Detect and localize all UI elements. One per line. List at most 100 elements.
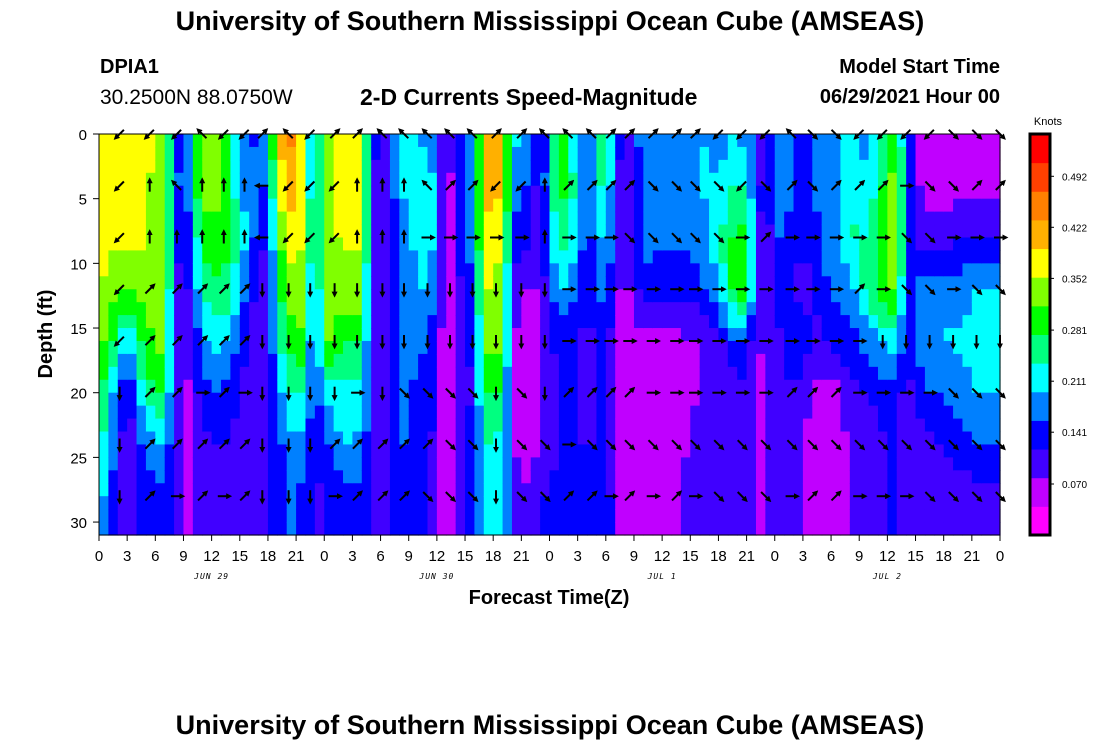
colorbar-tick-label: 0.422 <box>1062 223 1087 234</box>
speed-cell <box>446 509 457 523</box>
speed-cell <box>953 431 964 446</box>
speed-cell <box>455 405 466 420</box>
speed-cell <box>418 340 429 355</box>
speed-cell <box>361 302 372 316</box>
speed-cell <box>408 392 419 407</box>
speed-cell <box>145 211 156 226</box>
speed-cell <box>183 392 194 407</box>
speed-cell <box>408 509 419 523</box>
speed-cell <box>183 418 194 433</box>
speed-cell <box>408 146 419 161</box>
speed-cell <box>699 237 710 252</box>
speed-cell <box>737 470 748 484</box>
speed-cell <box>690 405 701 420</box>
speed-cell <box>324 470 335 484</box>
current-arrow <box>329 438 341 450</box>
speed-cell <box>99 159 109 174</box>
speed-cell <box>737 172 748 187</box>
speed-cell <box>418 522 429 536</box>
speed-cell <box>418 418 429 433</box>
speed-cell <box>934 237 945 252</box>
speed-cell <box>389 379 400 394</box>
speed-cell <box>662 237 673 252</box>
speed-cell <box>962 211 973 226</box>
speed-cell <box>314 276 325 290</box>
speed-cell <box>971 483 982 497</box>
speed-cell <box>399 134 410 148</box>
speed-cell <box>671 483 682 497</box>
page-title: University of Southern Mississippi Ocean… <box>175 6 925 36</box>
speed-cell <box>164 302 175 316</box>
speed-cell <box>662 185 673 200</box>
speed-cell <box>906 237 917 252</box>
current-arrow <box>197 438 209 450</box>
speed-cell <box>652 134 663 148</box>
speed-cell <box>802 392 813 407</box>
speed-cell <box>418 379 429 394</box>
speed-cell <box>981 457 992 471</box>
speed-cell <box>314 496 325 510</box>
speed-cell <box>99 224 109 239</box>
speed-cell <box>202 509 213 523</box>
speed-cell <box>915 315 926 329</box>
speed-cell <box>108 328 119 342</box>
speed-cell <box>784 379 795 394</box>
speed-cell <box>990 198 1001 213</box>
speed-cell <box>446 211 457 226</box>
date-label: JUL 2 <box>872 572 902 581</box>
speed-cell <box>446 457 457 471</box>
speed-cell <box>652 263 663 277</box>
speed-cell <box>465 444 476 458</box>
speed-cell <box>615 315 626 329</box>
speed-cell <box>286 444 297 458</box>
speed-cell <box>690 289 701 303</box>
speed-cell <box>962 405 973 420</box>
speed-cell <box>971 302 982 316</box>
speed-cell <box>155 263 166 277</box>
speed-cell <box>465 198 476 213</box>
speed-cell <box>183 172 194 187</box>
speed-cell <box>174 405 185 420</box>
speed-cell <box>399 457 410 471</box>
speed-cell <box>164 444 175 458</box>
speed-cell <box>821 496 832 510</box>
speed-cell <box>971 237 982 252</box>
speed-cell <box>127 328 138 342</box>
speed-cell <box>230 289 241 303</box>
y-tick-label: 15 <box>70 321 87 338</box>
speed-cell <box>765 146 776 161</box>
speed-cell <box>108 263 119 277</box>
speed-cell <box>296 353 307 368</box>
speed-cell <box>239 198 250 213</box>
speed-cell <box>521 379 532 394</box>
speed-cell <box>943 431 954 446</box>
speed-cell <box>305 431 316 446</box>
speed-cell <box>802 250 813 264</box>
speed-cell <box>521 444 532 458</box>
speed-cell <box>192 405 203 420</box>
speed-cell <box>699 159 710 174</box>
speed-cell <box>446 496 457 510</box>
speed-cell <box>286 211 297 226</box>
speed-cell <box>183 224 194 239</box>
speed-cell <box>784 470 795 484</box>
speed-cell <box>624 185 635 200</box>
speed-cell <box>755 315 766 329</box>
speed-cell <box>859 276 870 290</box>
speed-cell <box>868 263 879 277</box>
speed-cell <box>662 250 673 264</box>
speed-cell <box>981 211 992 226</box>
speed-cell <box>990 366 1001 381</box>
speed-cell <box>427 470 438 484</box>
speed-cell <box>258 224 269 239</box>
speed-cell <box>662 263 673 277</box>
speed-cell <box>859 392 870 407</box>
speed-cell <box>746 353 757 368</box>
speed-cell <box>587 392 598 407</box>
speed-cell <box>737 353 748 368</box>
speed-cell <box>183 509 194 523</box>
speed-cell <box>389 418 400 433</box>
speed-cell <box>465 522 476 536</box>
speed-cell <box>821 405 832 420</box>
speed-cell <box>446 328 457 342</box>
